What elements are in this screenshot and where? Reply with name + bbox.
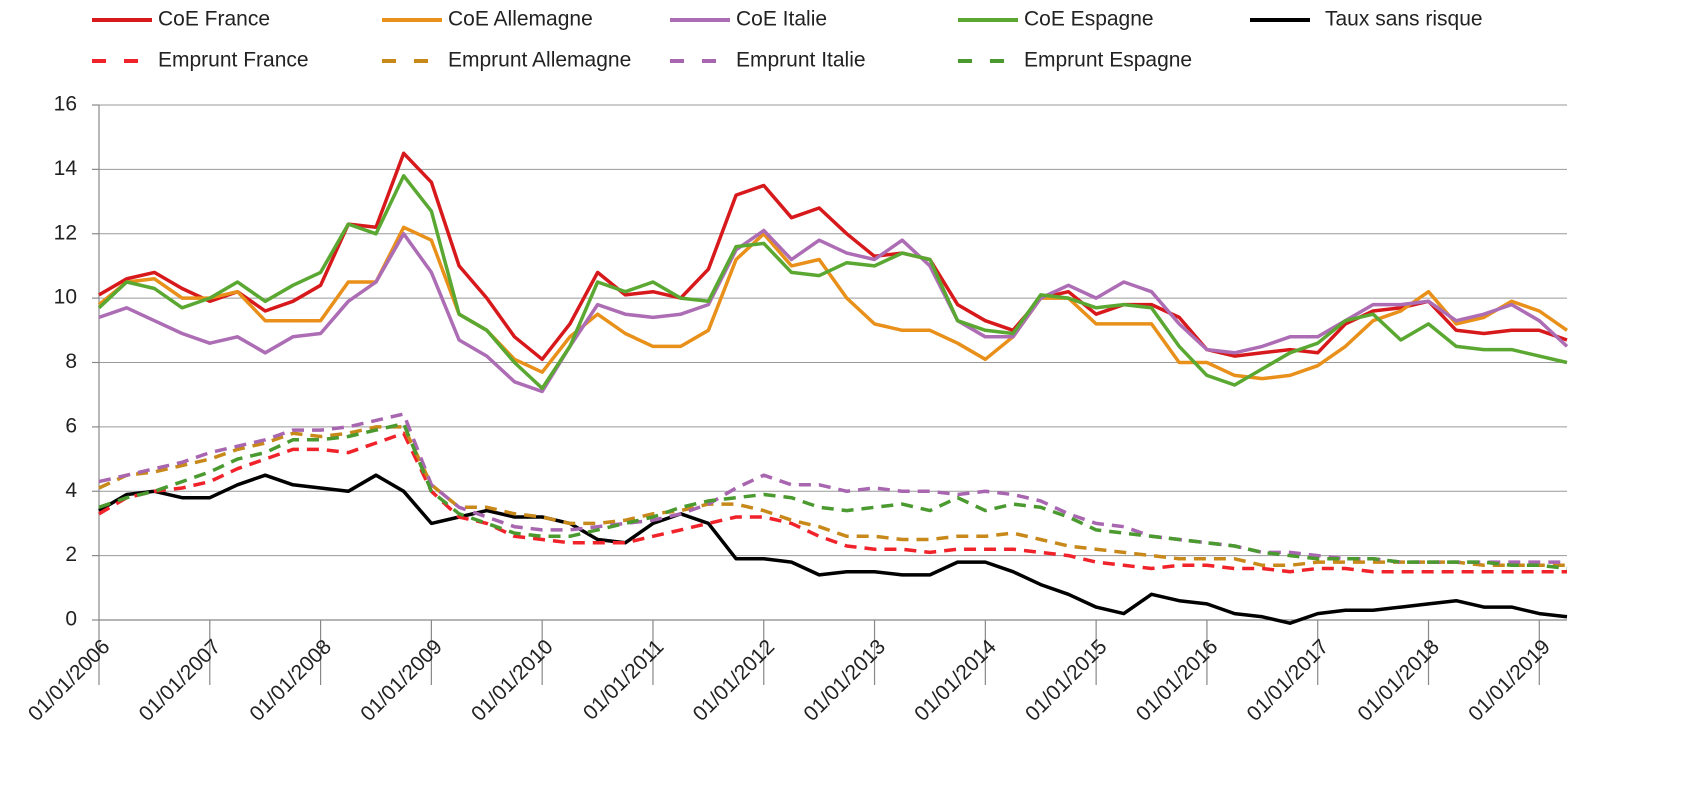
x-tick-label: 01/01/2013 bbox=[799, 635, 890, 726]
legend-label: CoE France bbox=[158, 8, 270, 31]
series-line bbox=[98, 228, 1569, 394]
series-line bbox=[98, 151, 1568, 362]
series-line bbox=[98, 421, 1568, 571]
legend-label: Taux sans risque bbox=[1325, 8, 1483, 31]
y-tick-label: 14 bbox=[54, 157, 78, 180]
x-tick-label: 01/01/2016 bbox=[1132, 635, 1223, 726]
x-tick-label: 01/01/2018 bbox=[1353, 635, 1444, 726]
legend-label: CoE Espagne bbox=[1024, 8, 1154, 31]
y-tick-label: 4 bbox=[65, 479, 77, 502]
y-tick-label: 10 bbox=[54, 286, 77, 309]
series-line bbox=[97, 225, 1569, 381]
y-tick-label: 12 bbox=[54, 221, 77, 244]
y-tick-label: 8 bbox=[65, 350, 77, 373]
x-tick-label: 01/01/2014 bbox=[910, 635, 1001, 726]
series-line bbox=[97, 174, 1568, 391]
x-tick-label: 01/01/2019 bbox=[1464, 635, 1555, 726]
x-tick-label: 01/01/2007 bbox=[135, 635, 226, 726]
series-line bbox=[98, 425, 1567, 568]
series-line bbox=[98, 412, 1567, 564]
legend-label: CoE Italie bbox=[736, 8, 827, 31]
x-tick-label: 01/01/2015 bbox=[1021, 635, 1112, 726]
x-tick-label: 01/01/2012 bbox=[689, 635, 780, 726]
series-line bbox=[98, 473, 1568, 625]
y-tick-label: 2 bbox=[65, 543, 77, 566]
legend-label: Emprunt Italie bbox=[736, 49, 866, 72]
x-tick-label: 01/01/2009 bbox=[356, 635, 447, 726]
x-tick-label: 01/01/2006 bbox=[24, 635, 115, 726]
legend-label: CoE Allemagne bbox=[448, 8, 593, 31]
legend-label: Emprunt France bbox=[158, 49, 309, 72]
x-tick-label: 01/01/2017 bbox=[1243, 635, 1334, 726]
legend-label: Emprunt Allemagne bbox=[448, 49, 631, 72]
legend-label: Emprunt Espagne bbox=[1024, 49, 1192, 72]
y-tick-label: 0 bbox=[65, 608, 77, 631]
x-tick-label: 01/01/2008 bbox=[245, 635, 336, 726]
y-tick-label: 6 bbox=[65, 414, 77, 437]
y-tick-label: 16 bbox=[54, 93, 77, 116]
x-tick-label: 01/01/2010 bbox=[467, 635, 558, 726]
x-tick-label: 01/01/2011 bbox=[579, 635, 668, 724]
series-line bbox=[98, 431, 1567, 574]
